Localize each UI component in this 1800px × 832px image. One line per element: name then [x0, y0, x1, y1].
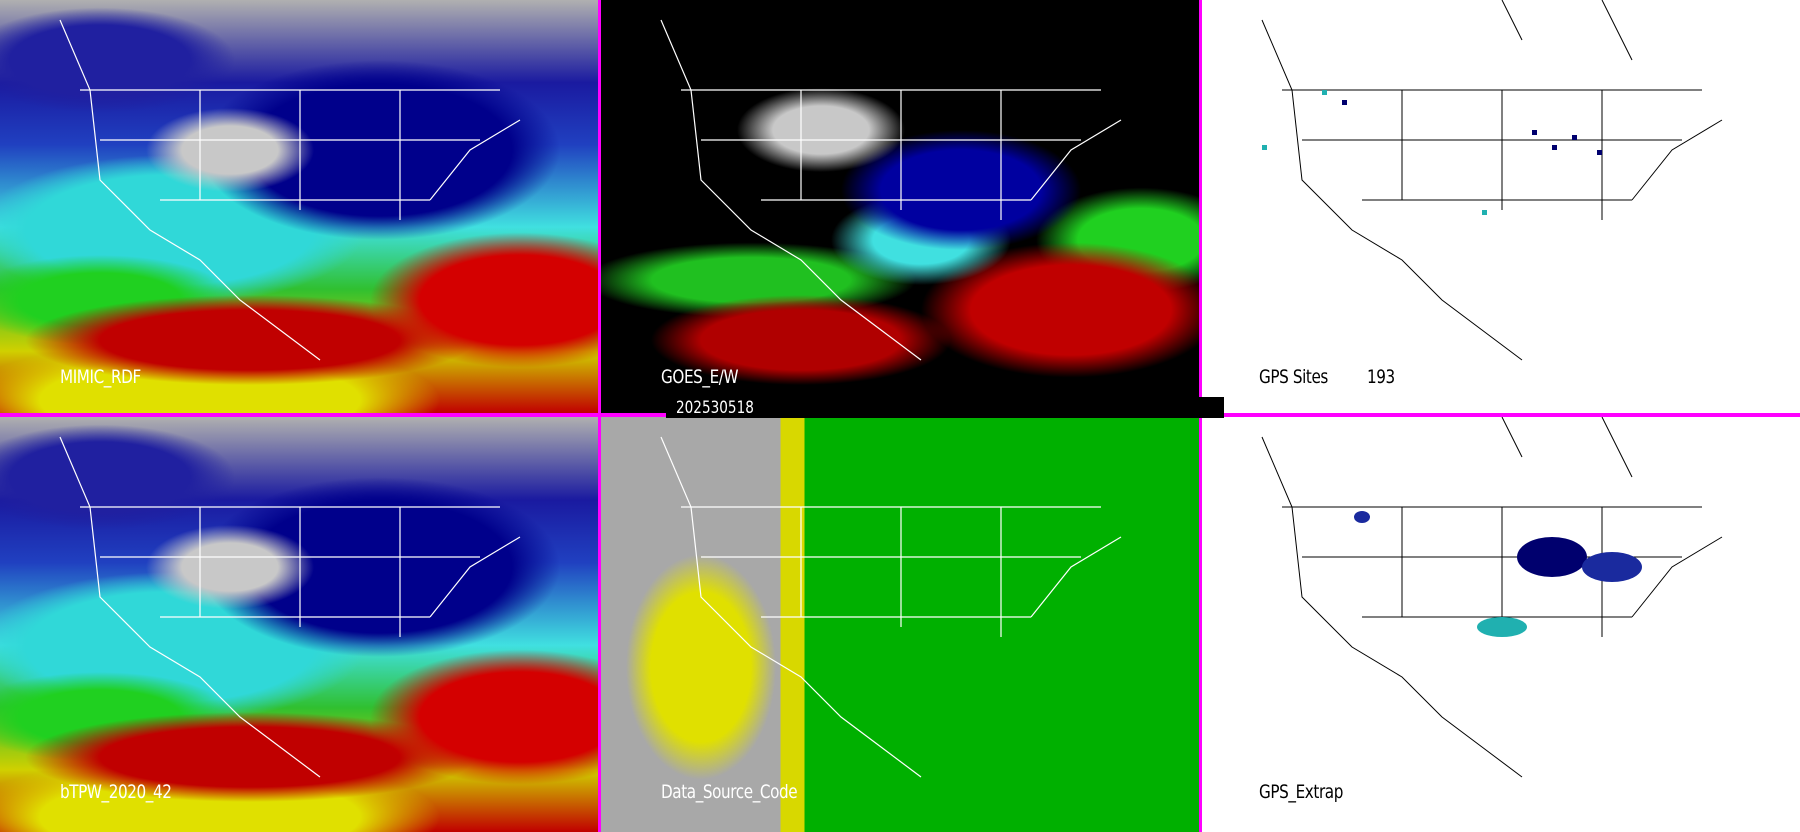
gps-site-count: 193: [1367, 366, 1395, 388]
map-outline: [1261, 417, 1723, 778]
map-outline: [660, 436, 1122, 778]
gps-site-marker: [1342, 100, 1347, 105]
gps-site-marker: [1552, 145, 1557, 150]
gps-site-marker: [1482, 210, 1487, 215]
panel-label: Data_Source_Code: [661, 781, 798, 803]
panel-label: GPS Sites: [1259, 366, 1328, 388]
btpw-panel: bTPW_2020_42: [0, 417, 598, 832]
gps-extrap-panel: GPS_Extrap: [1202, 417, 1800, 832]
map-outline: [660, 19, 1122, 361]
gps-site-marker: [1322, 90, 1327, 95]
date-label: 202530518: [676, 398, 754, 418]
panel-label: GOES_E/W: [661, 366, 739, 388]
gps-site-marker: [1532, 130, 1537, 135]
panel-label: MIMIC_RDF: [60, 366, 141, 388]
panel-label: bTPW_2020_42: [60, 781, 172, 803]
panel-label: GPS_Extrap: [1259, 781, 1343, 803]
gps-site-marker: [1572, 135, 1577, 140]
date-bar: 202530518: [666, 397, 1224, 418]
gps-site-marker: [1597, 150, 1602, 155]
gps-site-marker: [1262, 145, 1267, 150]
map-outline: [59, 19, 521, 361]
gps-sites-panel: GPS Sites 193: [1202, 0, 1800, 413]
goes-ew-panel: GOES_E/W: [601, 0, 1199, 413]
data-source-code-panel: Data_Source_Code: [601, 417, 1199, 832]
map-outline: [59, 436, 521, 778]
map-outline: [1261, 0, 1723, 361]
mimic-rdf-panel: MIMIC_RDF: [0, 0, 598, 413]
